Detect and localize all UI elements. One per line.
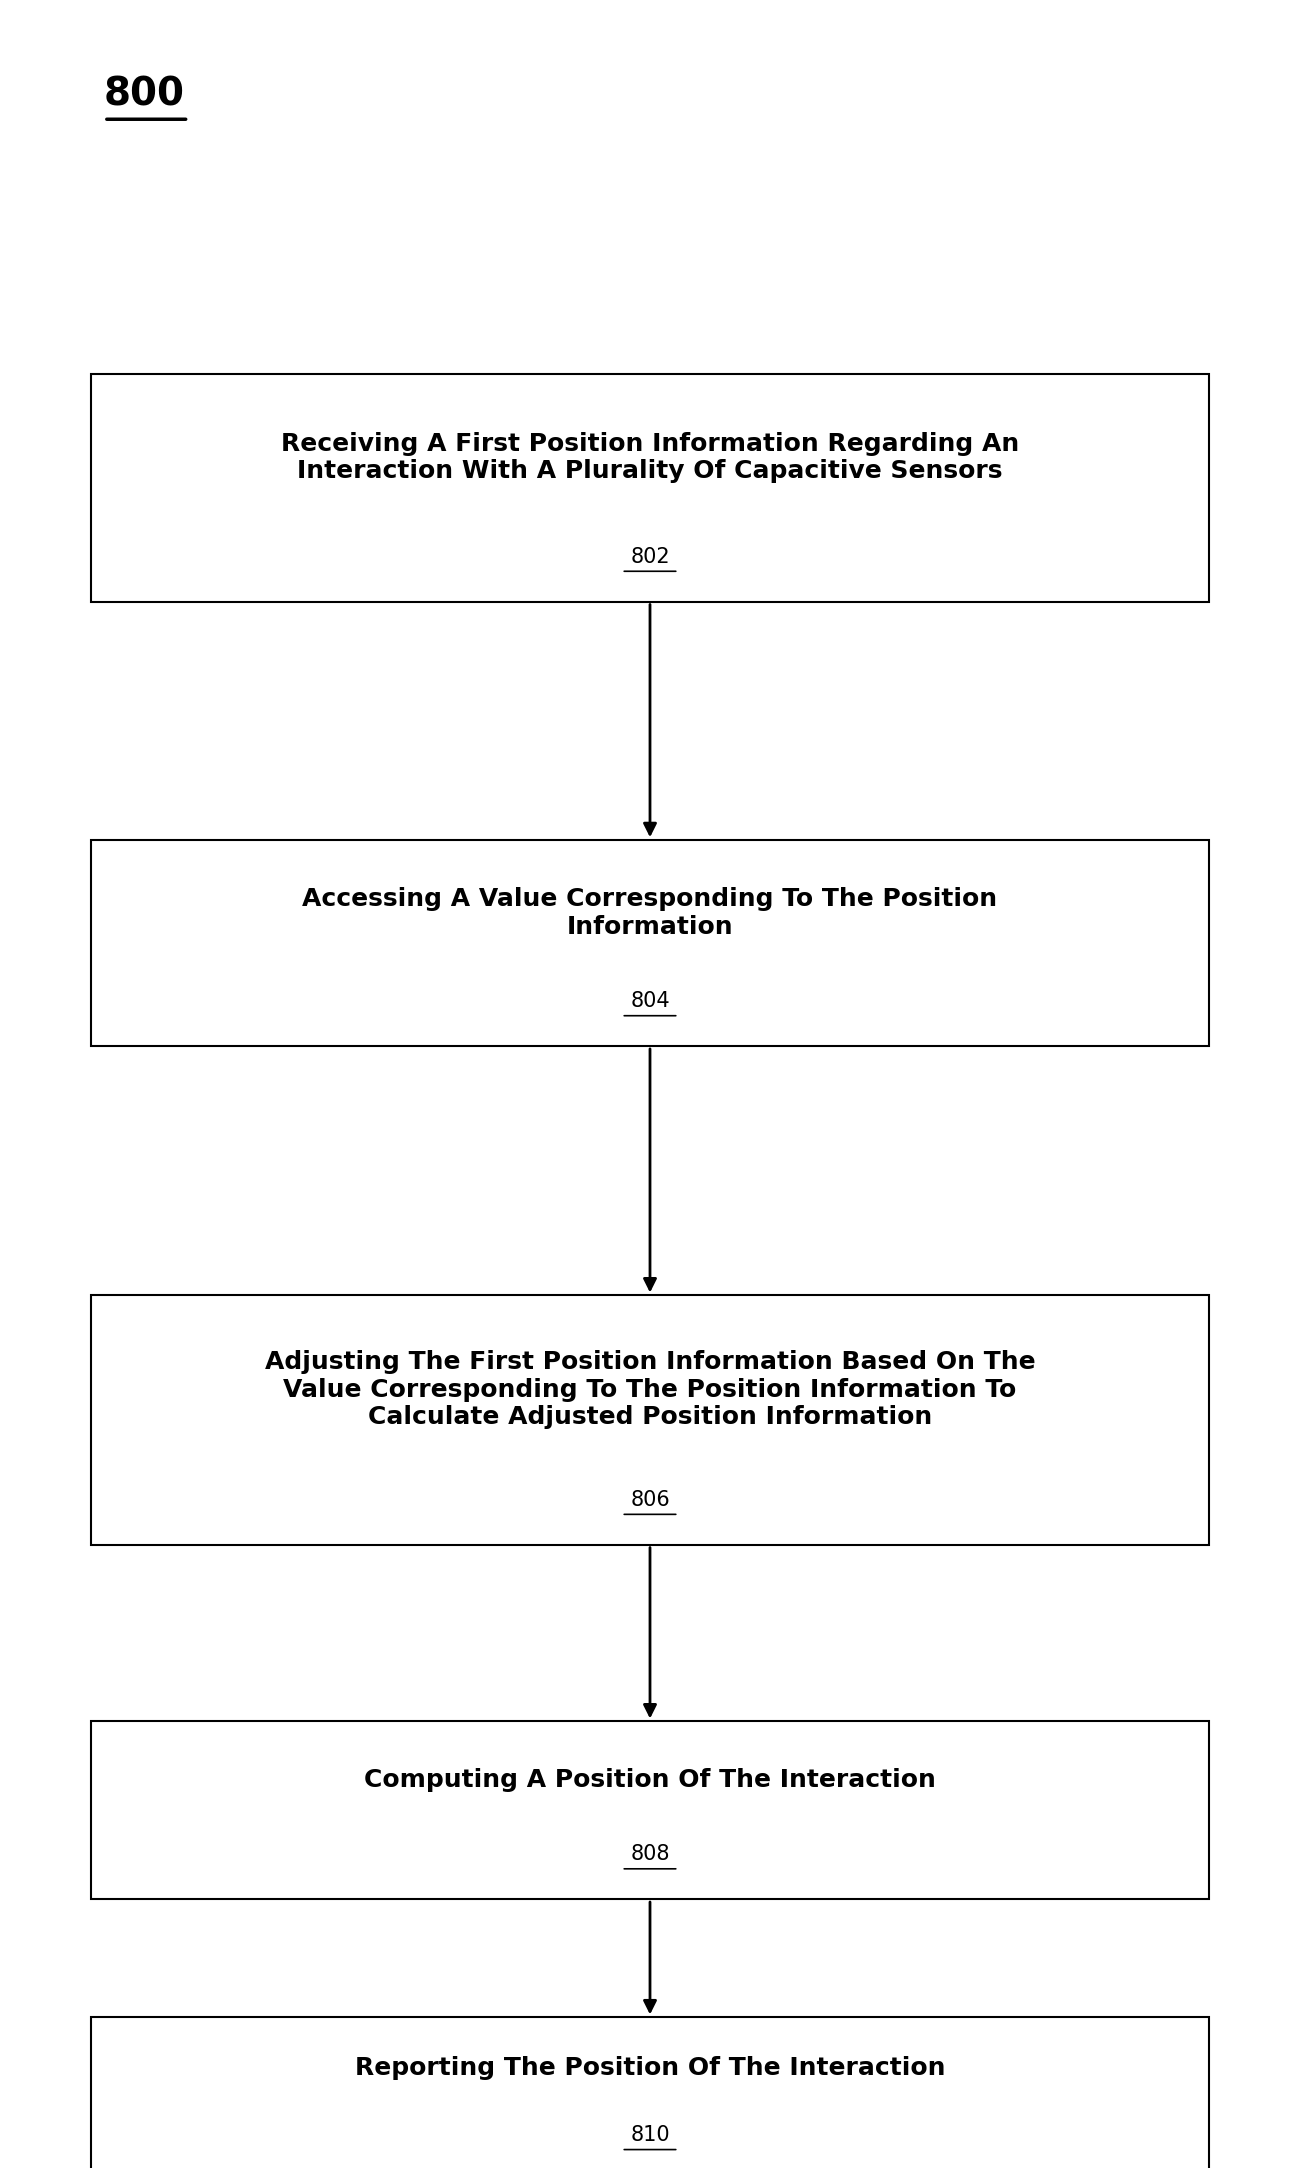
Text: 800: 800 [104, 76, 185, 115]
Text: 806: 806 [630, 1489, 670, 1509]
Text: 804: 804 [630, 991, 670, 1010]
Text: 808: 808 [630, 1845, 670, 1864]
Text: 810: 810 [630, 2125, 670, 2146]
FancyBboxPatch shape [91, 2016, 1209, 2168]
Text: Accessing A Value Corresponding To The Position
Information: Accessing A Value Corresponding To The P… [303, 887, 997, 939]
Text: 802: 802 [630, 546, 670, 566]
FancyBboxPatch shape [91, 1721, 1209, 1899]
Text: Adjusting The First Position Information Based On The
Value Corresponding To The: Adjusting The First Position Information… [265, 1351, 1035, 1429]
FancyBboxPatch shape [91, 373, 1209, 601]
Text: Reporting The Position Of The Interaction: Reporting The Position Of The Interactio… [355, 2055, 945, 2081]
FancyBboxPatch shape [91, 1296, 1209, 1544]
FancyBboxPatch shape [91, 841, 1209, 1047]
Text: Computing A Position Of The Interaction: Computing A Position Of The Interaction [364, 1767, 936, 1793]
Text: Receiving A First Position Information Regarding An
Interaction With A Plurality: Receiving A First Position Information R… [281, 431, 1019, 483]
